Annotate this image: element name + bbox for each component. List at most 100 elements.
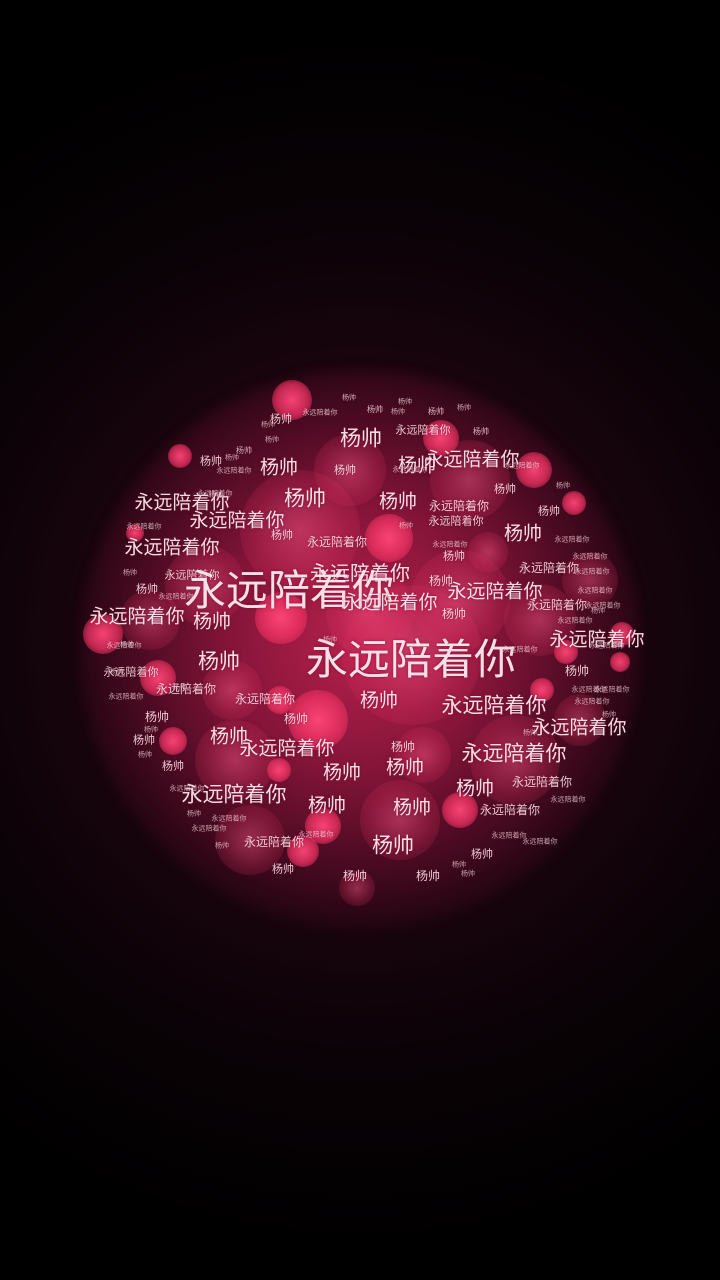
phrase-text: 永远陪着你 <box>395 423 451 437</box>
name-text: 杨帅 <box>455 777 495 800</box>
name-text: 杨帅 <box>378 490 418 513</box>
name-text: 杨帅 <box>144 725 158 734</box>
phrase-text: 永远陪着你 <box>164 568 220 582</box>
phrase-text: 永远陪着你 <box>577 586 613 595</box>
phrase-text: 永远陪着你 <box>502 645 538 654</box>
name-text: 杨帅 <box>307 794 347 817</box>
name-text: 杨帅 <box>284 486 326 511</box>
name-text: 杨帅 <box>283 712 309 726</box>
bokeh-dot <box>326 568 414 656</box>
name-text: 杨帅 <box>200 454 222 468</box>
bokeh-dot <box>442 792 478 828</box>
phrase-text: 永远陪着你 <box>189 509 285 532</box>
phrase-text: 永远陪着你 <box>589 641 625 650</box>
phrase-text: 永远陪着你 <box>342 591 438 614</box>
bokeh-dot <box>554 694 606 746</box>
phrase-text: 永远陪着你 <box>585 601 621 610</box>
phrase-text: 永远陪着你 <box>432 540 468 549</box>
bokeh-dot <box>240 470 360 590</box>
phrase-text: 永远陪着你 <box>549 628 645 651</box>
name-text: 杨帅 <box>367 405 383 414</box>
name-text: 杨帅 <box>209 490 223 499</box>
bokeh-dot <box>365 514 413 562</box>
bokeh-dot <box>468 532 508 572</box>
name-text: 杨帅 <box>342 393 356 402</box>
bokeh-dot <box>159 727 187 755</box>
bokeh-dot <box>267 758 291 782</box>
phrase-text: 永远陪着你 <box>191 824 227 833</box>
name-text: 杨帅 <box>602 710 616 719</box>
name-text: 杨帅 <box>385 756 425 779</box>
phrase-text: 永远陪着你 <box>428 499 490 513</box>
name-text: 杨帅 <box>272 862 294 876</box>
name-text: 杨帅 <box>265 435 279 444</box>
phrase-text: 永远陪着你 <box>298 830 334 839</box>
phrase-text: 永远陪着你 <box>302 408 338 417</box>
bokeh-dot <box>470 715 560 805</box>
phrase-text: 永远陪着你 <box>243 835 305 849</box>
bokeh-dot <box>126 524 144 542</box>
phrase-text: 永远陪着你 <box>197 489 233 498</box>
phrase-text: 永远陪着你 <box>424 448 520 471</box>
name-text: 杨帅 <box>110 667 124 676</box>
bokeh-dot <box>255 592 307 644</box>
name-text: 杨帅 <box>457 403 471 412</box>
bokeh-dot <box>530 678 554 702</box>
phrase-text: 永远陪着你 <box>106 641 142 650</box>
phrase-text: 永远陪着你 <box>108 692 144 701</box>
name-text: 杨帅 <box>359 689 399 712</box>
bokeh-dot <box>165 545 245 625</box>
name-text: 杨帅 <box>392 796 432 819</box>
bokeh-dot <box>339 870 375 906</box>
name-text: 杨帅 <box>120 640 134 649</box>
bokeh-dot <box>314 434 386 506</box>
name-text: 杨帅 <box>173 683 187 692</box>
bokeh-dot <box>610 652 630 672</box>
bokeh-dot <box>83 614 123 654</box>
name-text: 杨帅 <box>323 635 337 644</box>
name-text: 杨帅 <box>271 528 293 542</box>
phrase-text: 永远陪着你 <box>526 598 588 612</box>
phrase-text: 永远陪着你 <box>155 682 217 696</box>
name-text: 杨帅 <box>397 454 437 477</box>
phrase-text: 永远陪着你 <box>181 782 287 807</box>
name-text: 杨帅 <box>209 725 249 748</box>
name-text: 杨帅 <box>591 606 605 615</box>
name-text: 杨帅 <box>225 453 239 462</box>
phrase-text: 永远陪着你 <box>447 580 543 603</box>
bokeh-dot <box>287 835 319 867</box>
name-text: 杨帅 <box>398 397 412 406</box>
bokeh-dot <box>610 622 634 646</box>
phrase-text: 永远陪着你 <box>594 685 630 694</box>
name-text: 杨帅 <box>334 463 356 477</box>
phrase-text: 永远陪着你 <box>554 535 590 544</box>
name-text: 杨帅 <box>523 728 537 737</box>
name-text: 杨帅 <box>215 841 229 850</box>
bokeh-dot <box>140 660 176 696</box>
phrase-text: 永远陪着你 <box>183 566 395 615</box>
phrase-text: 永远陪着你 <box>103 665 159 679</box>
name-text: 杨帅 <box>270 412 292 426</box>
phrase-text: 永远陪着你 <box>239 737 335 760</box>
bokeh-dot <box>272 380 312 420</box>
bokeh-dot <box>215 805 285 875</box>
name-text: 杨帅 <box>342 869 368 883</box>
name-text: 杨帅 <box>443 549 465 563</box>
name-text: 杨帅 <box>390 740 416 754</box>
phrase-text: 永远陪着你 <box>234 692 296 706</box>
bokeh-dot <box>410 550 510 650</box>
phrase-text: 永远陪着你 <box>169 784 205 793</box>
name-text: 杨帅 <box>556 481 570 490</box>
name-text: 杨帅 <box>538 504 560 518</box>
name-text: 杨帅 <box>461 869 475 878</box>
phrase-text: 永远陪着你 <box>511 775 573 789</box>
bokeh-dot <box>562 491 586 515</box>
name-text: 杨帅 <box>399 521 413 530</box>
name-text: 杨帅 <box>372 833 414 858</box>
name-text: 杨帅 <box>471 847 493 861</box>
phrase-text: 永远陪着你 <box>550 795 586 804</box>
phrase-text: 永远陪着你 <box>557 616 593 625</box>
phrase-text: 永远陪着你 <box>574 567 610 576</box>
name-text: 杨帅 <box>473 427 489 436</box>
